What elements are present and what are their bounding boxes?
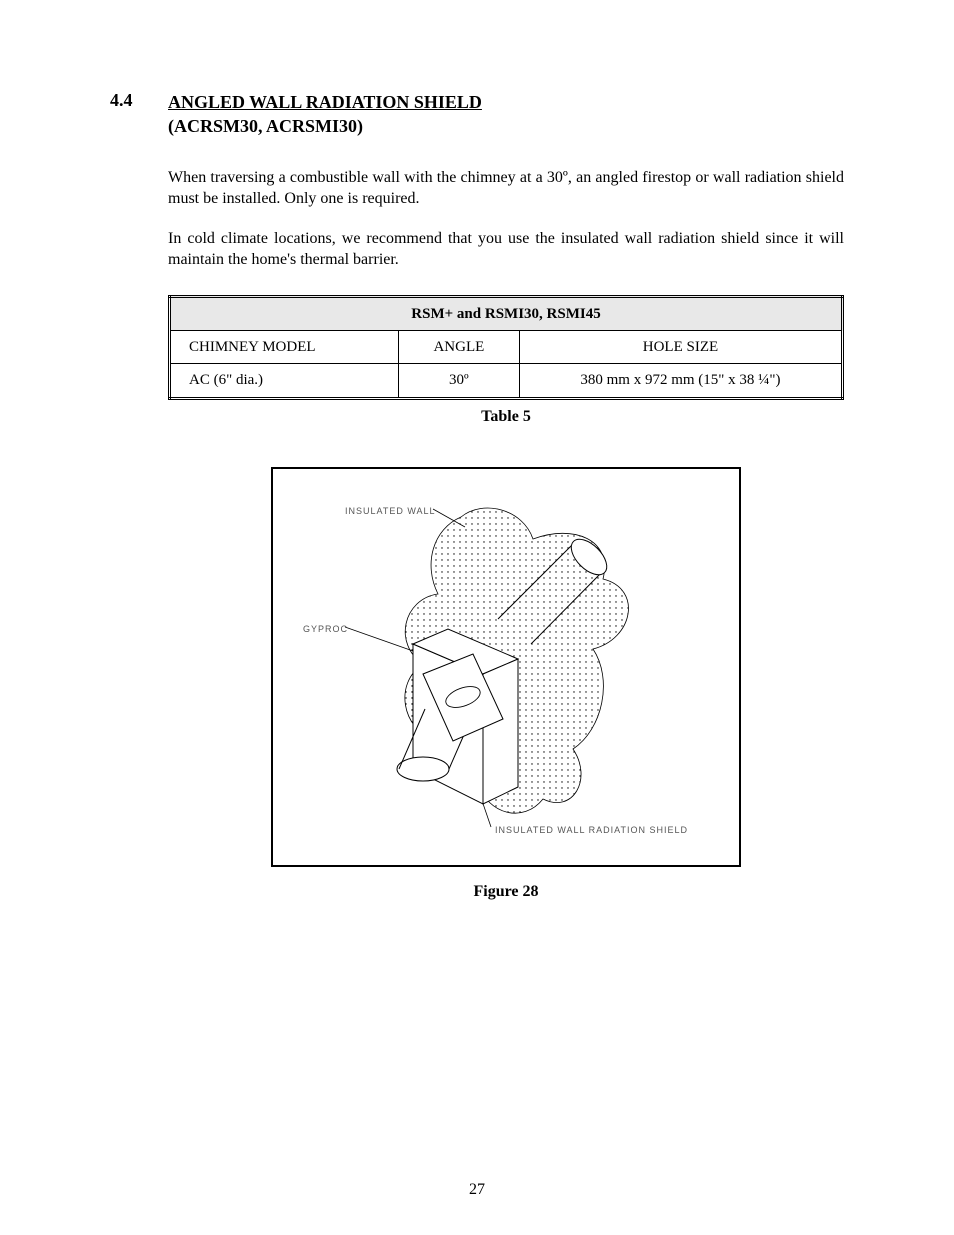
table-cell-angle: 30º xyxy=(398,364,519,398)
figure-label-gyproc: GYPROC xyxy=(303,623,348,635)
section-title-line2: (ACRSM30, ACRSMI30) xyxy=(168,116,363,136)
page-number: 27 xyxy=(0,1181,954,1199)
figure-svg xyxy=(273,469,741,867)
document-page: 4.4 ANGLED WALL RADIATION SHIELD (ACRSM3… xyxy=(0,0,954,1235)
paragraph-1: When traversing a combustible wall with … xyxy=(168,167,844,210)
section-number: 4.4 xyxy=(110,90,168,111)
figure-caption: Figure 28 xyxy=(271,881,741,903)
table-col-angle-header: ANGLE xyxy=(398,331,519,364)
section-heading: 4.4 ANGLED WALL RADIATION SHIELD (ACRSM3… xyxy=(110,90,844,139)
table-col-model-header: CHIMNEY MODEL xyxy=(170,331,399,364)
figure-label-shield: INSULATED WALL RADIATION SHIELD xyxy=(495,824,688,836)
table-header-band: RSM+ and RSMI30, RSMI45 xyxy=(170,296,843,330)
table-col-hole-header: HOLE SIZE xyxy=(519,331,842,364)
section-title-line1: ANGLED WALL RADIATION SHIELD xyxy=(168,92,482,112)
section-title-block: ANGLED WALL RADIATION SHIELD (ACRSM30, A… xyxy=(168,90,482,139)
table-cell-model: AC (6" dia.) xyxy=(170,364,399,398)
spec-table: RSM+ and RSMI30, RSMI45 CHIMNEY MODEL AN… xyxy=(168,295,844,400)
figure-label-insulated-wall: INSULATED WALL xyxy=(345,505,436,517)
body-text: When traversing a combustible wall with … xyxy=(168,167,844,903)
table-caption: Table 5 xyxy=(168,406,844,428)
figure-box: INSULATED WALL GYPROC INSULATED WALL RAD… xyxy=(271,467,741,867)
paragraph-2: In cold climate locations, we recommend … xyxy=(168,228,844,271)
table-cell-hole: 380 mm x 972 mm (15" x 38 ¼") xyxy=(519,364,842,398)
figure-wrap: INSULATED WALL GYPROC INSULATED WALL RAD… xyxy=(271,467,741,903)
